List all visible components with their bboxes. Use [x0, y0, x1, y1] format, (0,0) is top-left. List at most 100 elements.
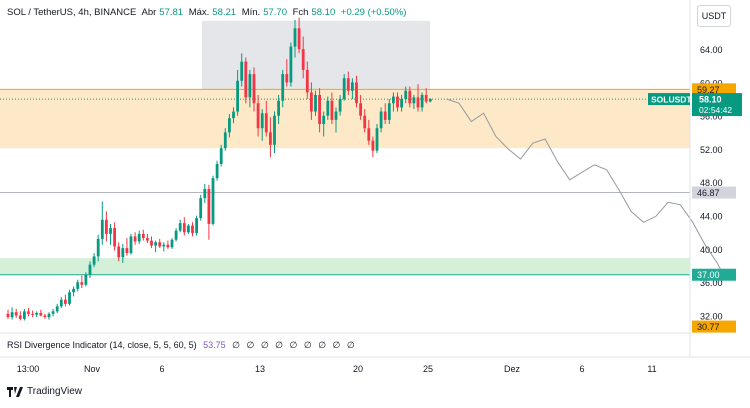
price-tick-label: 48.00 [700, 178, 723, 188]
candle-body [10, 312, 14, 318]
candle-body [146, 238, 149, 241]
currency-button[interactable]: USDT [697, 5, 731, 27]
resistance-price-label-bg [692, 83, 736, 96]
candle-body [428, 99, 432, 102]
candle-body [273, 115, 276, 145]
candle-body [314, 94, 317, 112]
candle-body [166, 244, 170, 248]
symbol-tag-bg [648, 93, 690, 106]
candle-body [39, 313, 43, 316]
candle-body [264, 113, 268, 133]
candle-body [318, 94, 321, 125]
candle-body [334, 111, 338, 120]
low-value: 57.70 [263, 7, 287, 18]
candle-body [383, 111, 387, 120]
candle-body [109, 228, 112, 234]
candle-body [297, 28, 301, 50]
candle-body [392, 96, 395, 104]
candle-body [72, 288, 75, 293]
time-tick-label: Dez [504, 364, 521, 374]
candle-body [121, 248, 125, 258]
candle-body [408, 90, 412, 104]
candle-body [223, 132, 227, 149]
candle-body [178, 223, 182, 231]
last-price-label-bg [692, 93, 742, 117]
symbol-title[interactable]: SOL / TetherUS, 4h, BINANCE [7, 7, 137, 18]
candle-body [59, 299, 63, 307]
candle-body [23, 311, 26, 319]
candle-body [55, 306, 59, 312]
price-tick-label: 64.00 [700, 45, 723, 55]
candle-body [170, 239, 174, 248]
rsi-indicator-legend[interactable]: RSI Divergence Indicator (14, close, 5, … [7, 340, 357, 351]
candle-body [342, 78, 346, 100]
countdown-label: 02:54:42 [699, 105, 732, 115]
candle-body [375, 128, 379, 151]
high-label: Máx. [188, 7, 210, 18]
candle-body [215, 164, 219, 179]
candle-body [277, 100, 280, 116]
close-value: 58.10 [311, 7, 336, 18]
candle-body [150, 240, 153, 246]
candle-body [187, 225, 190, 233]
low-label: Mín. [241, 7, 261, 18]
price-tick-label: 44.00 [700, 211, 723, 221]
candle-body [236, 80, 239, 112]
candle-body [326, 100, 330, 116]
candle-body [207, 188, 211, 224]
candle-body [211, 178, 215, 224]
high-value: 58.21 [212, 7, 237, 18]
candle-body [105, 219, 108, 234]
time-tick-label: 6 [579, 364, 584, 374]
symbol-tag: SOLUSDT [651, 95, 692, 105]
candle-body [355, 82, 358, 104]
candle-body [137, 233, 141, 242]
support-price-label-bg [692, 268, 736, 281]
rsi-values: ∅ ∅ ∅ ∅ ∅ ∅ ∅ ∅ ∅ [232, 340, 357, 350]
candle-body [269, 132, 272, 145]
close-label: Fch [292, 7, 309, 18]
candle-body [76, 282, 80, 289]
top-box [202, 20, 430, 90]
time-tick-label: 11 [647, 364, 656, 374]
time-tick-label: 13 [255, 364, 265, 374]
candle-body [289, 46, 293, 83]
resistance-price-label: 59.27 [697, 85, 720, 95]
candle-body [199, 198, 203, 219]
candle-body [412, 97, 416, 104]
candle-body [27, 311, 30, 314]
candle-body [359, 103, 362, 116]
candle-body [18, 315, 22, 319]
time-tick-label: Nov [84, 364, 101, 374]
candle-body [240, 61, 244, 81]
candle-body [158, 242, 162, 247]
candle-body [6, 313, 10, 318]
tradingview-footer[interactable]: TradingView [7, 386, 82, 397]
symbol-header: SOL / TetherUS, 4h, BINANCE Abr 57.81 Máx… [7, 7, 409, 18]
time-tick-label: 6 [159, 364, 164, 374]
projection-path [446, 98, 724, 275]
candle-body [203, 188, 207, 199]
price-tick-label: 52.00 [700, 145, 723, 155]
candle-body [244, 61, 248, 98]
candle-body [252, 74, 256, 104]
candle-body [322, 115, 326, 125]
candle-body [117, 246, 121, 258]
candles-layer [6, 17, 432, 321]
candle-body [35, 313, 39, 315]
candle-body [154, 242, 157, 246]
candle-body [256, 103, 260, 129]
candle-body [351, 82, 354, 91]
candle-body [191, 225, 194, 234]
candle-body [31, 313, 34, 315]
support-zone [0, 258, 690, 275]
candle-body [293, 28, 297, 47]
rsi-value: 53.75 [203, 340, 226, 350]
candle-body [248, 74, 252, 98]
candle-body [330, 100, 334, 120]
candle-body [396, 96, 399, 108]
candle-body [47, 313, 51, 318]
level-a-price-label-bg [692, 186, 736, 199]
open-value: 57.81 [159, 7, 184, 18]
